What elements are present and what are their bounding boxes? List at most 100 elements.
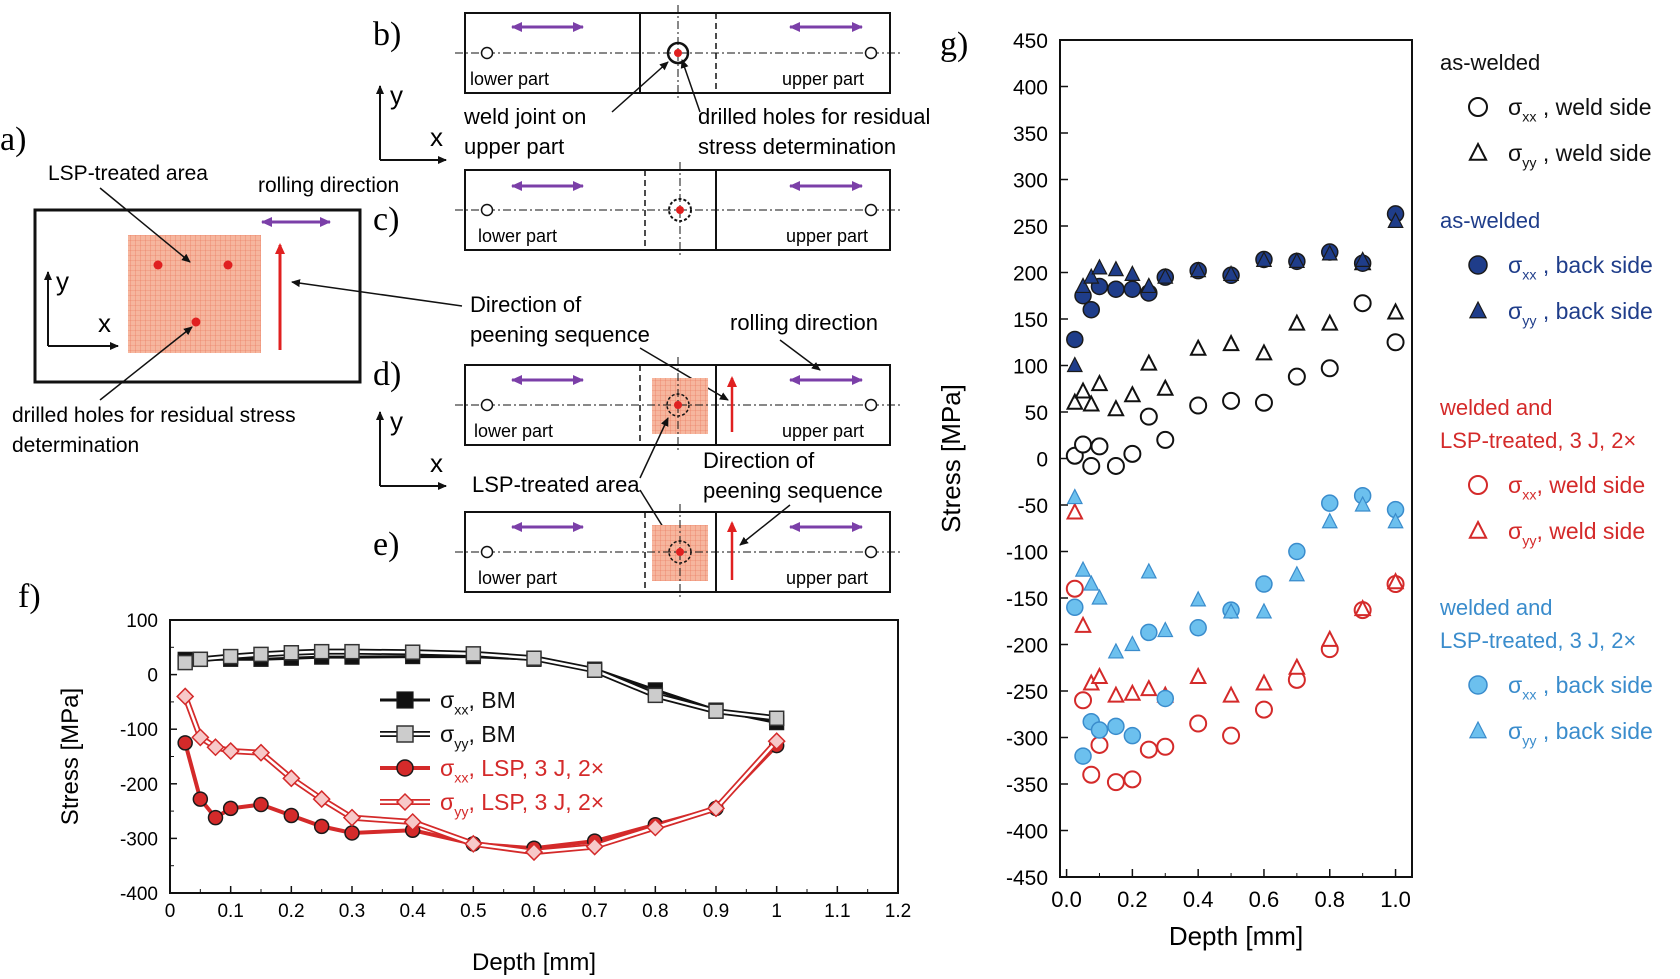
y-tick-label: 250 [1013,216,1048,239]
legend-marker [396,759,414,777]
data-point [1074,691,1093,710]
data-point [1107,280,1125,298]
data-point [344,825,360,841]
holes-label-line1: drilled holes for residual stress [12,404,296,427]
data-point [222,800,239,817]
drilled-hole [676,548,684,556]
data-point [1156,430,1175,449]
data-point [404,644,421,660]
panel-a-letter: a) [0,121,26,158]
y-tick-label: -50 [1018,495,1048,518]
lsp-treated-area [128,235,261,353]
data-point [207,809,224,826]
y-tick-label: -350 [1006,774,1048,797]
data-point [465,646,482,662]
legend-label: σyy , back side [1508,298,1653,329]
x-tick-label: 0.1 [217,901,243,922]
data-point [1074,615,1092,633]
data-point [524,842,544,862]
data-point [1139,740,1158,759]
peening-direction-label-2: peening sequence [470,322,650,347]
legend-marker [1468,475,1488,495]
data-point [1090,735,1109,754]
legend-label: σyy, weld side [1508,518,1645,549]
mid-annotations: Direction of peening sequence rolling di… [291,279,878,401]
y-tick-label: -200 [1006,635,1048,658]
legend-marker [396,691,414,709]
hole-marker [480,545,494,559]
y-tick-label: -300 [1006,728,1048,751]
upper-part-label: upper part [782,421,864,441]
data-point [1139,353,1158,371]
data-point [1082,300,1101,319]
legend-group-title: LSP-treated, 3 J, 2× [1440,628,1636,653]
legend-marker [1468,141,1488,161]
x-tick-label: 0.0 [1051,887,1082,912]
holes-label-2: stress determination [698,134,896,159]
holes-label-line2: determination [12,434,139,457]
legend-group-title: as-welded [1440,50,1540,75]
panel-d-letter: d) [373,356,401,393]
peening-direction-label-1: Direction of [470,292,582,317]
rolling-direction-label: rolling direction [730,310,878,335]
data-point [1107,399,1125,417]
data-point [1091,588,1108,605]
data-point [1189,396,1208,415]
weld-joint-label-1: weld joint on [463,104,586,129]
data-point [1090,721,1109,739]
hole-marker [864,46,878,60]
data-point [1255,343,1273,361]
y-axis-label: Stress [MPa] [936,384,966,533]
x-axis-letter: x [430,122,443,152]
upper-part-label: upper part [786,226,868,246]
data-point [1222,726,1241,745]
legend-label: σxx, LSP, 3 J, 2× [440,755,604,786]
panel-c-letter: c) [373,201,399,238]
legend-marker [1468,519,1488,539]
panel-g-letter: g) [940,26,968,63]
y-axis-letter: y [390,406,403,436]
y-tick-label: -100 [1006,542,1048,565]
data-point [1107,260,1125,277]
data-point [1123,683,1142,701]
data-point [1074,747,1092,765]
weld-joint-marker [668,540,692,564]
data-point [1091,258,1108,275]
data-point [191,728,210,747]
legend-label: σxx , back side [1508,252,1653,283]
data-point [767,732,786,751]
data-point [1321,244,1338,261]
x-tick-label: 0.6 [521,901,547,922]
panel-d: d) lower part upper part y x LSP-treated… [373,356,902,546]
data-point [1156,737,1175,756]
data-point [1255,575,1273,593]
data-point [647,687,664,704]
y-tick-label: 50 [1025,402,1048,425]
x-tick-label: 0.4 [1183,887,1214,912]
legend-marker [396,725,414,743]
y-tick-label: -400 [1006,821,1048,844]
data-point [768,710,785,727]
data-point [1074,435,1093,454]
legend-marker [1468,300,1488,319]
y-tick-label: -450 [1006,867,1048,890]
data-point [526,650,542,666]
data-point [1065,579,1084,598]
data-point [1189,666,1208,685]
data-point [586,662,603,678]
data-point [1189,590,1207,607]
data-point [1082,456,1101,475]
data-point [1254,393,1273,412]
panel-e: e) lower part upper part [373,504,902,600]
x-tick-label: 0.9 [703,901,729,922]
legend-marker [1468,675,1488,695]
panel-a: a) LSP-treated area rolling direction dr… [0,121,399,457]
y-tick-label: -300 [120,829,158,850]
legend-group-title: welded and [1439,395,1553,420]
data-point [1123,385,1142,403]
x-axis-letter: x [98,308,111,338]
y-tick-label: -250 [1006,681,1048,704]
data-point [282,769,301,788]
data-point [1387,512,1404,529]
legend-label: σyy , weld side [1508,140,1652,171]
